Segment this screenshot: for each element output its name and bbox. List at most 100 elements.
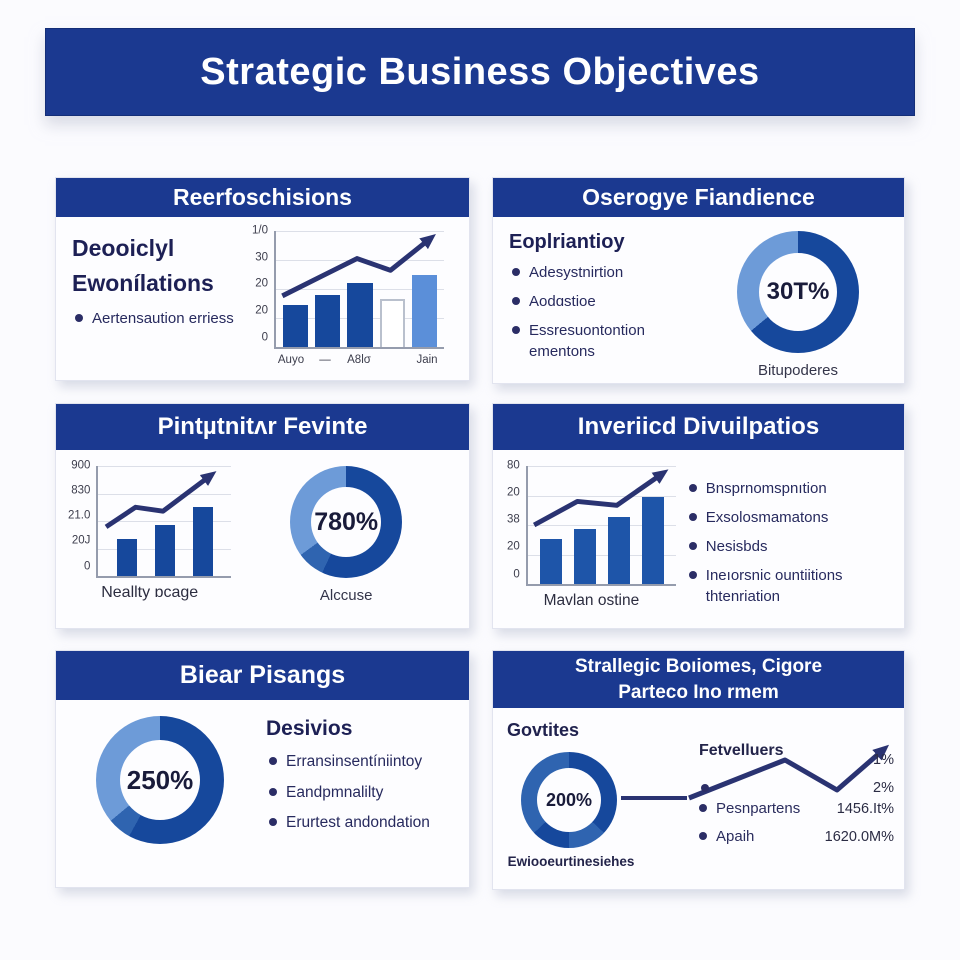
- y-tick: 0: [261, 330, 268, 343]
- panel-5-donut-block: 250%: [70, 716, 250, 844]
- panel-2-donut-chart: 30T%: [737, 231, 859, 353]
- panel-2-header: Oserogye Fiandience: [493, 178, 904, 217]
- bar: [607, 516, 630, 584]
- panel-strallegic-boiomes: Strallegic Boıiomes, Cigore Parteco Ino …: [492, 650, 905, 890]
- y-axis-ticks: 900 830 21.0 20J 0: [68, 460, 96, 578]
- bullet-item: Nesisbds: [686, 536, 892, 557]
- panel-3-title: Pintµtnitʌr Fevinte: [157, 413, 368, 440]
- panel-6-title-line-1: Strallegic Boıiomes, Cigore: [574, 655, 823, 677]
- panel-2-body: Eoplriantioy Adesystnirtion Aodɑstioe Es…: [493, 217, 904, 387]
- y-axis-ticks: 1/0 30 20 20 0: [252, 225, 274, 349]
- panel-2-heading: Eoplriantioy: [509, 231, 625, 253]
- panel-3-header: Pintµtnitʌr Fevinte: [56, 404, 469, 450]
- panel-3-x-axis-label: Neallty ɒcage: [101, 584, 199, 601]
- panel-5-bullet-list: Erransinsentíniintoy Eandpmnalilty Erurt…: [266, 751, 455, 834]
- trend-line: [105, 471, 217, 529]
- bar: [154, 525, 175, 576]
- panel-1-heading: Deooiclyl Ewonílations: [72, 235, 214, 296]
- legend-label: Pesnpartens: [699, 800, 800, 817]
- panel-6-donut-value: 200%: [537, 768, 601, 832]
- legend-row: Pesnpartens 1456.It%: [699, 800, 894, 817]
- bullet-item: Erransinsentíniintoy: [266, 751, 455, 773]
- x-label: —: [319, 354, 331, 366]
- bullet-item: Aertensaution erriess: [72, 308, 244, 329]
- bar: [411, 275, 437, 347]
- trend-value-2: 2%: [873, 780, 894, 796]
- panel-4-body: 80 20 38 20 0 Mavlan ostine Bnsprnomspnıtion…: [493, 450, 904, 621]
- panel-4-bullet-list: Bnsprnomspnıtion Exsolosmamatons Nesisbd…: [686, 478, 892, 607]
- panel-6-heading: Govtites: [507, 720, 580, 740]
- panel-5-title: Biear Pisangs: [179, 661, 346, 689]
- panel-1-bullet-list: Aertensaution erriess: [72, 308, 244, 329]
- x-label: Auyo: [277, 354, 305, 366]
- panel-3-bar-chart: 900 830 21.0 20J 0: [68, 460, 232, 578]
- panel-3-donut-block: 780% Alccuse: [231, 466, 461, 604]
- y-tick: 20: [255, 304, 268, 317]
- legend-value: 1620.0M%: [824, 828, 894, 845]
- panel-3-body: 900 830 21.0 20J 0 Neallty ɒcage 780% Alccus…: [56, 450, 469, 610]
- panel-6-header: Strallegic Boıiomes, Cigore Parteco Ino …: [493, 651, 904, 708]
- trend-line: [532, 469, 669, 528]
- panel-5-heading: Desivios: [266, 716, 353, 740]
- bars: [528, 466, 676, 584]
- panel-1-header: Reerfoschisions: [56, 178, 469, 217]
- y-tick: 21.0: [68, 509, 91, 522]
- grid-line: [527, 554, 676, 556]
- grid-line: [98, 493, 232, 495]
- page-title: Strategic Business Objectives: [200, 50, 760, 93]
- panel-2-donut-label: Bitupoderes: [757, 362, 839, 379]
- bullet-item: Exsolosmamatons: [686, 507, 892, 528]
- bar: [641, 496, 664, 584]
- bar: [539, 539, 562, 584]
- panel-2-text-block: Eoplriantioy Adesystnirtion Aodɑstioe Es…: [509, 231, 704, 379]
- panel-reerfoschisions: Reerfoschisions Deooiclyl Ewonílations A…: [55, 177, 470, 381]
- legend-row: Apaih 1620.0M%: [699, 828, 894, 845]
- title-banner: Strategic Business Objectives: [45, 28, 915, 116]
- panel-6-donut-chart: 200%: [521, 752, 617, 848]
- y-tick: 20: [507, 540, 520, 553]
- legend-value: 1456.It%: [836, 800, 894, 817]
- panel-4-bar-chart: 80 20 38 20 0: [507, 460, 676, 586]
- bullet-item: Bnsprnomspnıtion: [686, 478, 892, 499]
- panel-3-chart-block: 900 830 21.0 20J 0 Neallty ɒcage: [68, 460, 232, 604]
- y-axis-ticks: 80 20 38 20 0: [507, 460, 526, 586]
- panel-6-trend-line: [688, 744, 890, 801]
- panel-3-donut-value: 780%: [311, 487, 382, 557]
- grid-line: [276, 231, 444, 232]
- panel-1-text-block: Deooiclyl Ewonílations Aertensaution err…: [72, 231, 244, 366]
- panel-6-donut-label: Ewiooeurtinesiehes: [507, 854, 635, 869]
- x-label: [376, 354, 410, 366]
- panel-2-donut-value: 30T%: [759, 253, 837, 331]
- panel-4-x-axis-label: Mavlan ostine: [543, 592, 640, 609]
- plot-area: [525, 466, 676, 586]
- y-tick: 0: [83, 559, 91, 572]
- panel-1-title: Reerfoschisions: [173, 184, 352, 210]
- panel-2-bullet-list: Adesystnirtion Aodɑstioe Essresuontontio…: [509, 262, 704, 362]
- panel-6-title-line-2: Parteco Ino rmem: [618, 681, 779, 703]
- panel-1-bar-chart: 1/0 30 20 20 0 Auyo — A8lσ Jain: [252, 225, 444, 366]
- y-tick: 20: [507, 486, 520, 499]
- y-tick: 38: [507, 513, 520, 526]
- bars: [276, 231, 444, 347]
- y-tick: 30: [255, 250, 268, 263]
- x-label: Jain: [416, 354, 438, 366]
- bullet-item: Essresuontontion ementons: [509, 320, 704, 362]
- bars: [98, 466, 231, 576]
- bullet-item: Eandpmnalilty: [266, 782, 455, 804]
- bar: [379, 299, 405, 347]
- panel-pintutnitar-fevinte: Pintµtnitʌr Fevinte 900 830 21.0 20J 0 Neall…: [55, 403, 470, 629]
- panel-4-chart-block: 80 20 38 20 0 Mavlan ostine: [507, 460, 676, 615]
- bar: [116, 538, 137, 576]
- x-label: A8lσ: [347, 354, 371, 366]
- panel-3-donut-label: Alccuse: [319, 587, 373, 604]
- panel-2-title: Oserogye Fiandience: [582, 184, 815, 210]
- bullet-item: Aodɑstioe: [509, 291, 704, 312]
- bullet-item: Adesystnirtion: [509, 262, 704, 283]
- panel-5-body: 250% Desivios Erransinsentíniintoy Eandp…: [56, 700, 469, 860]
- trend-line: [281, 233, 436, 299]
- y-tick: 1/0: [252, 224, 268, 237]
- panel-4-title: Inveriicd Divuilpatios: [577, 413, 820, 440]
- panel-3-donut-chart: 780%: [290, 466, 403, 578]
- grid-line: [527, 466, 676, 467]
- panel-biear-pisangs: Biear Pisangs 250% Desivios Erransinsent…: [55, 650, 470, 888]
